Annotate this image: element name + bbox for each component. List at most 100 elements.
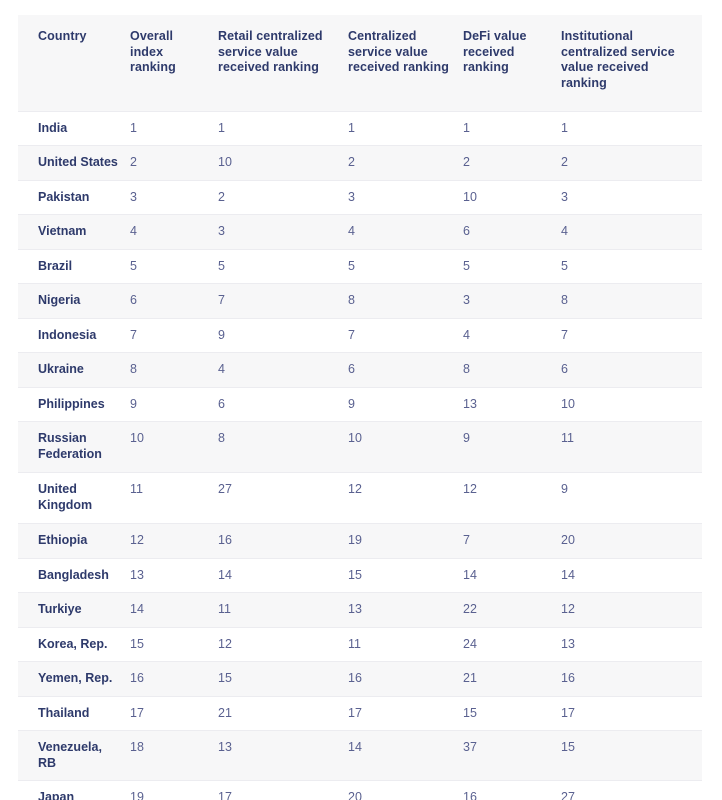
table-row: United States 2 10 2 2 2 <box>18 145 702 180</box>
column-header-overall-index-ranking: Overall index ranking <box>130 29 176 74</box>
cell-defi: 9 <box>463 431 470 445</box>
cell-retail: 14 <box>218 567 232 582</box>
cell-country: Bangladesh <box>38 567 109 582</box>
cell-defi: 12 <box>463 482 477 496</box>
table-row: Thailand 17 21 17 15 17 <box>18 696 702 731</box>
cell-centralized: 6 <box>348 362 355 376</box>
crypto-adoption-ranking-table: Country Overall index ranking Retail cen… <box>18 15 702 800</box>
cell-centralized: 11 <box>348 636 361 651</box>
cell-institutional: 10 <box>561 396 575 411</box>
cell-retail: 3 <box>218 224 225 238</box>
cell-defi: 6 <box>463 224 470 238</box>
cell-defi: 5 <box>463 258 470 273</box>
table-row: Ukraine 8 4 6 8 6 <box>18 352 702 387</box>
cell-defi: 7 <box>463 533 470 547</box>
cell-institutional: 12 <box>561 602 575 616</box>
cell-institutional: 7 <box>561 327 568 342</box>
cell-institutional: 11 <box>561 431 574 445</box>
cell-centralized: 8 <box>348 293 355 307</box>
table-container: Country Overall index ranking Retail cen… <box>18 15 702 800</box>
column-header-institutional-centralized-service-value-received-ranking: Institutional centralized service value … <box>561 29 675 90</box>
cell-centralized: 13 <box>348 602 362 616</box>
cell-retail: 10 <box>218 155 232 169</box>
cell-country: Thailand <box>38 705 90 720</box>
table-row: Russian Federation 10 8 10 9 11 <box>18 421 702 473</box>
cell-centralized: 7 <box>348 327 355 342</box>
cell-country: United States <box>38 155 118 169</box>
cell-overall: 12 <box>130 533 144 547</box>
cell-institutional: 1 <box>561 120 568 135</box>
cell-retail: 2 <box>218 189 225 204</box>
cell-centralized: 5 <box>348 258 355 273</box>
column-header-centralized-service-value-received-ranking: Centralized service value received ranki… <box>348 29 449 74</box>
cell-country: Russian Federation <box>38 431 102 461</box>
cell-institutional: 3 <box>561 189 568 204</box>
cell-overall: 6 <box>130 293 137 307</box>
column-header-defi-value-received-ranking: DeFi value received ranking <box>463 29 527 74</box>
table-row: Pakistan 3 2 3 10 3 <box>18 180 702 215</box>
cell-institutional: 20 <box>561 533 575 547</box>
cell-institutional: 8 <box>561 293 568 307</box>
table-header-row: Country Overall index ranking Retail cen… <box>18 15 702 111</box>
table-row: Japan 19 17 20 16 27 <box>18 780 702 800</box>
table-row: India 1 1 1 1 1 <box>18 111 702 146</box>
cell-defi: 13 <box>463 396 477 411</box>
cell-centralized: 9 <box>348 396 355 411</box>
cell-defi: 15 <box>463 705 477 720</box>
cell-country: Ukraine <box>38 362 84 376</box>
cell-overall: 17 <box>130 705 144 720</box>
cell-country: Indonesia <box>38 327 97 342</box>
cell-overall: 15 <box>130 636 144 651</box>
table-row: Turkiye 14 11 13 22 12 <box>18 592 702 627</box>
cell-country: Japan <box>38 790 75 800</box>
cell-country: Pakistan <box>38 189 90 204</box>
cell-retail: 8 <box>218 431 225 445</box>
cell-overall: 10 <box>130 431 144 445</box>
cell-institutional: 6 <box>561 362 568 376</box>
cell-overall: 4 <box>130 224 137 238</box>
table-row: Yemen, Rep. 16 15 16 21 16 <box>18 661 702 696</box>
cell-overall: 8 <box>130 362 137 376</box>
table-row: Nigeria 6 7 8 3 8 <box>18 283 702 318</box>
cell-overall: 16 <box>130 671 144 685</box>
cell-country: Philippines <box>38 396 105 411</box>
table-row: Philippines 9 6 9 13 10 <box>18 387 702 422</box>
cell-country: Brazil <box>38 258 73 273</box>
column-header-retail-centralized-service-value-received-ranking: Retail centralized service value receive… <box>218 29 323 74</box>
table-row: Ethiopia 12 16 19 7 20 <box>18 523 702 558</box>
cell-overall: 11 <box>130 482 143 496</box>
cell-retail: 16 <box>218 533 232 547</box>
cell-retail: 9 <box>218 327 225 342</box>
cell-retail: 13 <box>218 740 232 754</box>
cell-country: Korea, Rep. <box>38 636 108 651</box>
cell-overall: 13 <box>130 567 144 582</box>
cell-overall: 14 <box>130 602 144 616</box>
cell-centralized: 19 <box>348 533 362 547</box>
cell-centralized: 12 <box>348 482 362 496</box>
cell-institutional: 17 <box>561 705 575 720</box>
cell-centralized: 3 <box>348 189 355 204</box>
cell-retail: 6 <box>218 396 225 411</box>
cell-country: Nigeria <box>38 293 81 307</box>
cell-retail: 4 <box>218 362 225 376</box>
cell-country: Turkiye <box>38 602 82 616</box>
table-body: India 1 1 1 1 1 United States 2 10 2 2 2 Pakistan 3 2 3… <box>18 111 702 800</box>
cell-centralized: 16 <box>348 671 362 685</box>
cell-institutional: 9 <box>561 482 568 496</box>
cell-institutional: 15 <box>561 740 575 754</box>
cell-retail: 11 <box>218 602 231 616</box>
cell-retail: 12 <box>218 636 232 651</box>
cell-country: India <box>38 120 68 135</box>
cell-centralized: 20 <box>348 790 362 800</box>
cell-centralized: 4 <box>348 224 355 238</box>
cell-country: United Kingdom <box>38 482 93 512</box>
cell-defi: 3 <box>463 293 470 307</box>
cell-retail: 15 <box>218 671 232 685</box>
cell-defi: 1 <box>463 120 470 135</box>
cell-defi: 8 <box>463 362 470 376</box>
cell-centralized: 14 <box>348 740 362 754</box>
table-row: Indonesia 7 9 7 4 7 <box>18 318 702 353</box>
cell-institutional: 16 <box>561 671 575 685</box>
cell-centralized: 15 <box>348 567 362 582</box>
